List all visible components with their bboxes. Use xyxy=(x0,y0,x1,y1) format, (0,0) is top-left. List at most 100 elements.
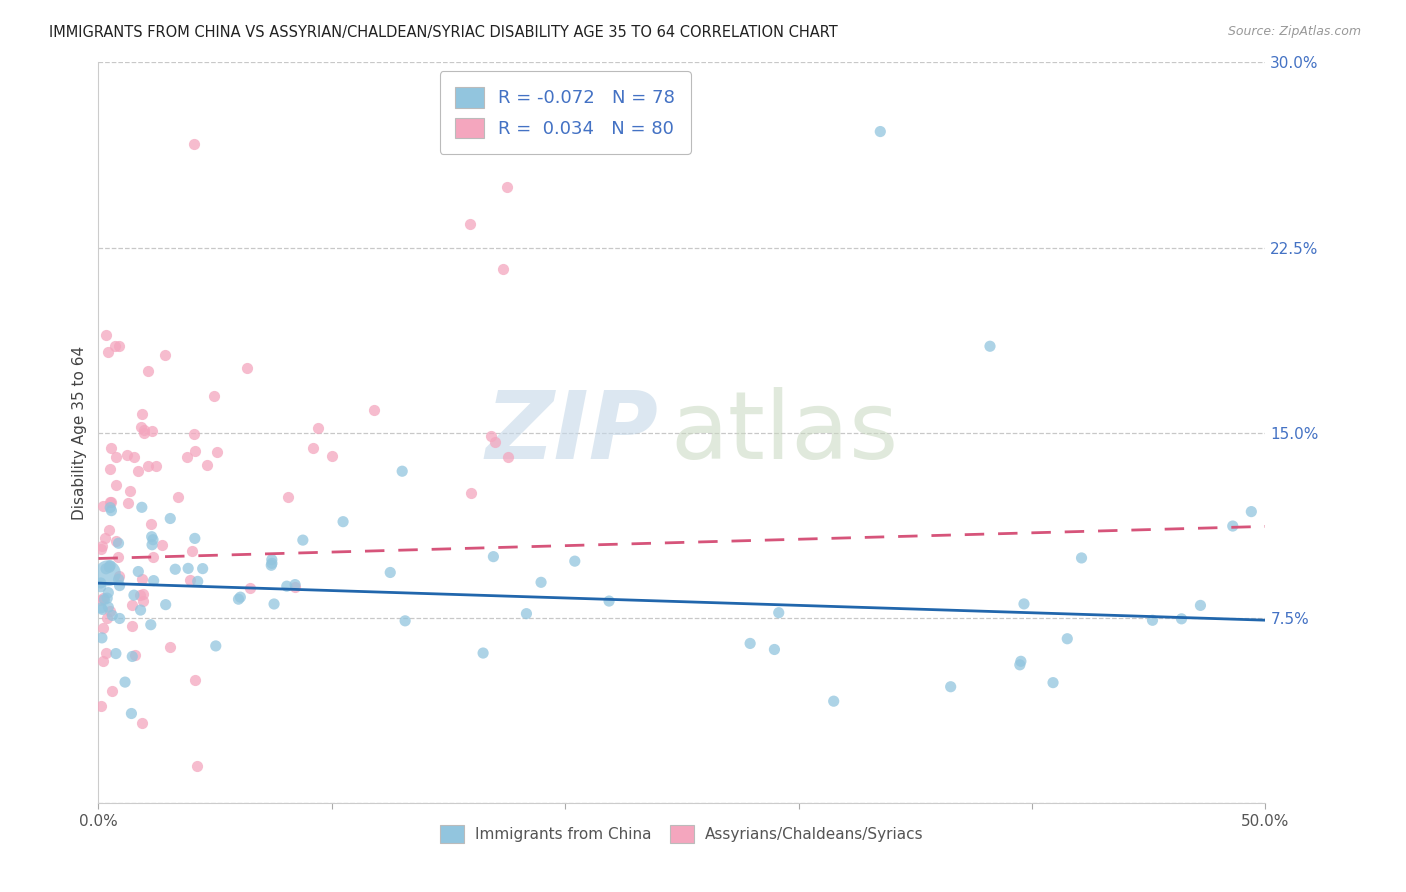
Point xyxy=(394,614,416,628)
Point xyxy=(1056,632,1078,646)
Point xyxy=(167,490,190,504)
Point xyxy=(98,500,121,515)
Point xyxy=(94,328,117,343)
Point xyxy=(127,464,149,478)
Point xyxy=(121,599,143,613)
Point xyxy=(91,540,114,554)
Point xyxy=(132,426,155,441)
Point xyxy=(94,646,117,660)
Point xyxy=(228,592,250,607)
Point xyxy=(96,591,118,606)
Point xyxy=(236,361,259,376)
Point xyxy=(763,642,786,657)
Point xyxy=(107,549,129,564)
Point xyxy=(131,500,153,515)
Point xyxy=(131,715,153,730)
Y-axis label: Disability Age 35 to 64: Disability Age 35 to 64 xyxy=(72,345,87,520)
Point xyxy=(90,601,112,615)
Point xyxy=(186,758,208,772)
Point xyxy=(479,428,502,442)
Point xyxy=(90,541,112,556)
Point xyxy=(301,442,323,456)
Point xyxy=(321,450,343,464)
Point xyxy=(277,490,299,504)
Point xyxy=(114,675,136,690)
Point xyxy=(100,441,122,455)
Point xyxy=(239,582,262,596)
Point xyxy=(124,648,146,662)
Point xyxy=(181,544,204,558)
Point xyxy=(332,515,354,529)
Point xyxy=(127,565,149,579)
Point xyxy=(142,549,165,564)
Point xyxy=(153,348,176,362)
Point xyxy=(515,607,537,621)
Point xyxy=(141,424,163,438)
Point xyxy=(183,673,205,688)
Point xyxy=(142,533,165,547)
Point xyxy=(98,523,121,537)
Point xyxy=(104,339,127,353)
Text: IMMIGRANTS FROM CHINA VS ASSYRIAN/CHALDEAN/SYRIAC DISABILITY AGE 35 TO 64 CORREL: IMMIGRANTS FROM CHINA VS ASSYRIAN/CHALDE… xyxy=(49,25,838,40)
Point xyxy=(104,534,127,549)
Point xyxy=(136,364,159,378)
Point xyxy=(139,617,162,632)
Text: ZIP: ZIP xyxy=(485,386,658,479)
Point xyxy=(307,421,329,435)
Point xyxy=(98,494,121,508)
Point xyxy=(159,640,181,655)
Point xyxy=(96,611,118,625)
Point xyxy=(91,621,114,635)
Point xyxy=(100,503,122,517)
Point xyxy=(1142,613,1164,627)
Point xyxy=(495,180,517,194)
Point xyxy=(105,478,128,492)
Point xyxy=(120,483,142,498)
Point xyxy=(740,636,762,650)
Point xyxy=(107,536,129,550)
Point xyxy=(98,604,121,618)
Point xyxy=(108,339,131,353)
Point xyxy=(90,580,112,594)
Point xyxy=(1240,505,1263,519)
Point xyxy=(184,444,207,458)
Point xyxy=(202,388,225,402)
Point xyxy=(165,562,187,576)
Point xyxy=(391,464,413,478)
Point xyxy=(263,597,285,611)
Point xyxy=(768,606,790,620)
Point xyxy=(1070,550,1092,565)
Point xyxy=(104,647,127,661)
Point xyxy=(496,450,519,464)
Point xyxy=(129,588,152,602)
Point xyxy=(98,558,121,573)
Point xyxy=(1008,657,1031,672)
Point xyxy=(90,593,112,607)
Point xyxy=(139,517,162,532)
Point xyxy=(598,594,620,608)
Point xyxy=(284,580,307,594)
Text: atlas: atlas xyxy=(671,386,898,479)
Point xyxy=(141,530,163,544)
Point xyxy=(98,560,121,574)
Point xyxy=(145,459,167,474)
Point xyxy=(1012,597,1035,611)
Point xyxy=(98,461,121,475)
Point xyxy=(187,574,209,589)
Point xyxy=(205,444,228,458)
Point xyxy=(939,680,962,694)
Point xyxy=(91,591,114,605)
Point xyxy=(979,339,1001,353)
Point xyxy=(108,579,131,593)
Point xyxy=(134,423,156,437)
Point xyxy=(93,531,115,545)
Point xyxy=(129,603,152,617)
Point xyxy=(179,573,201,587)
Point xyxy=(91,499,114,513)
Point xyxy=(90,631,112,645)
Legend: Immigrants from China, Assyrians/Chaldeans/Syriacs: Immigrants from China, Assyrians/Chaldea… xyxy=(433,818,931,851)
Point xyxy=(159,511,181,525)
Point xyxy=(104,450,127,465)
Point xyxy=(183,137,205,152)
Point xyxy=(90,576,112,591)
